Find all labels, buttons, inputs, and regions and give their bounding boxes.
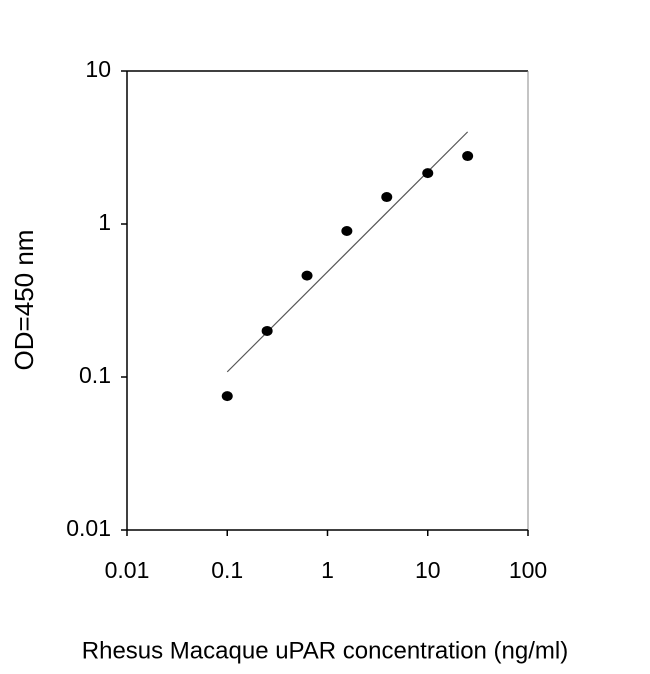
- data-point: [221, 391, 233, 402]
- y-axis-label: OD=450 nm: [9, 230, 39, 371]
- data-point: [261, 325, 273, 336]
- x-tick-label: 100: [509, 557, 547, 583]
- x-tick-label: 1: [321, 557, 334, 583]
- fit-line: [226, 131, 469, 373]
- data-point: [301, 270, 313, 281]
- x-tick-label: 10: [415, 557, 441, 583]
- y-tick-label: 0.1: [79, 362, 111, 388]
- y-tick-label: 10: [85, 56, 111, 82]
- x-tick-label: 0.1: [211, 557, 243, 583]
- data-point: [462, 151, 474, 162]
- x-axis-label: Rhesus Macaque uPAR concentration (ng/ml…: [82, 637, 568, 664]
- x-tick-label: 0.01: [105, 557, 150, 583]
- y-tick-label: 0.01: [66, 515, 111, 541]
- data-point: [422, 168, 434, 179]
- y-tick-label: 1: [98, 209, 111, 235]
- data-point: [381, 192, 393, 203]
- data-point: [341, 226, 353, 237]
